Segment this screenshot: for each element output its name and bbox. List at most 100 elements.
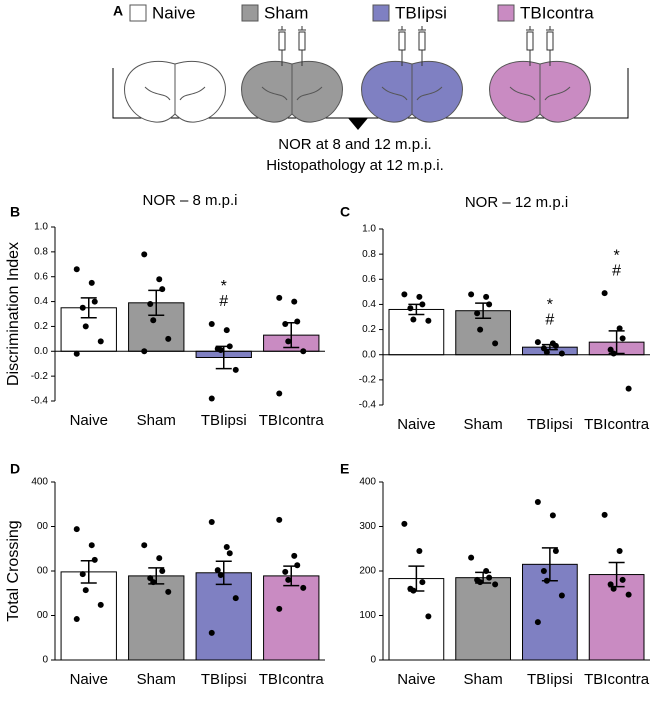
- legend-swatch: [372, 4, 390, 22]
- bar: [128, 575, 185, 661]
- data-point: [300, 584, 307, 591]
- panel-label: E: [340, 461, 349, 477]
- note: NOR at 8 and 12 m.p.i.: [278, 136, 431, 153]
- data-point: [483, 568, 490, 574]
- data-point: [159, 568, 166, 574]
- bar: [455, 577, 511, 661]
- data-point: [217, 572, 224, 579]
- legend-label: TBIipsi: [395, 3, 447, 22]
- legend-swatch: [241, 4, 259, 22]
- data-point: [79, 304, 86, 311]
- data-point: [468, 554, 475, 561]
- y-tick-label: 0.4: [362, 299, 376, 310]
- data-point: [97, 338, 104, 345]
- data-point: [486, 574, 493, 581]
- significance: *: [614, 247, 620, 264]
- data-point: [226, 343, 233, 350]
- data-point: [282, 320, 289, 327]
- significance: *: [547, 296, 553, 313]
- data-point: [534, 339, 541, 346]
- x-tick-label: Sham: [464, 416, 503, 433]
- data-point: [88, 542, 95, 549]
- data-point: [165, 588, 172, 595]
- brain-midline: [509, 64, 571, 114]
- data-point: [226, 550, 233, 557]
- y-tick-label: 100: [359, 610, 376, 621]
- data-point: [549, 512, 556, 519]
- bracket: [112, 68, 629, 119]
- y-tick-label: 0: [42, 655, 48, 666]
- y-tick-label: 0.8: [34, 246, 48, 257]
- data-point: [419, 579, 426, 586]
- y-tick-label: 300: [359, 521, 376, 532]
- data-point: [223, 327, 230, 334]
- y-tick-label: 0.6: [34, 271, 48, 282]
- x-tick-label: TBIipsi: [201, 412, 247, 429]
- y-tick-label: 0.2: [362, 324, 376, 335]
- y-tick-label: -0.2: [359, 374, 377, 385]
- y-tick-label: 00: [37, 566, 49, 577]
- data-point: [534, 619, 541, 626]
- data-point: [416, 547, 423, 554]
- y-axis-label: Total Crossing: [5, 520, 22, 621]
- data-point: [291, 298, 298, 305]
- panel-label: C: [340, 204, 350, 220]
- x-tick-label: TBIcontra: [259, 671, 325, 688]
- note: Histopathology at 12 m.p.i.: [266, 157, 444, 174]
- data-point: [616, 547, 623, 554]
- data-point: [474, 310, 481, 317]
- syringe: [526, 31, 534, 51]
- data-point: [601, 511, 608, 518]
- data-point: [543, 349, 550, 356]
- data-point: [82, 323, 89, 330]
- significance: #: [219, 293, 228, 310]
- bar: [588, 574, 645, 661]
- x-tick-label: TBIipsi: [527, 416, 573, 433]
- x-tick-label: Naive: [397, 416, 435, 433]
- data-point: [232, 366, 239, 373]
- legend-label: TBIcontra: [520, 3, 594, 22]
- data-point: [73, 526, 80, 533]
- data-point: [276, 390, 283, 397]
- syringe-needle: [398, 26, 406, 66]
- legend-label: Sham: [264, 3, 308, 22]
- syringe-needle: [526, 26, 534, 66]
- brain-midline: [261, 64, 323, 114]
- y-tick-label: -0.2: [31, 371, 49, 382]
- data-point: [91, 298, 98, 305]
- data-point: [477, 579, 484, 586]
- syringe: [278, 31, 286, 51]
- data-point: [97, 601, 104, 608]
- chart-title: NOR – 8 m.p.i: [142, 192, 237, 209]
- x-tick-label: TBIcontra: [584, 671, 650, 688]
- brain: [241, 26, 343, 123]
- data-point: [285, 576, 292, 583]
- data-point: [601, 290, 608, 297]
- data-point: [223, 543, 230, 550]
- x-tick-label: Sham: [464, 671, 503, 688]
- data-point: [425, 317, 432, 324]
- data-point: [492, 581, 499, 588]
- error-bar: [215, 560, 232, 586]
- panel-label: B: [10, 204, 20, 220]
- data-point: [294, 318, 301, 325]
- data-point: [416, 293, 423, 300]
- y-tick-label: -0.4: [359, 400, 377, 411]
- data-point: [486, 301, 493, 308]
- y-axis-label: Discrimination Index: [5, 242, 22, 386]
- data-point: [282, 568, 289, 575]
- x-tick-label: Naive: [70, 671, 108, 688]
- data-point: [410, 316, 417, 323]
- data-point: [492, 340, 499, 347]
- syringe: [418, 31, 426, 51]
- data-point: [477, 326, 484, 333]
- y-tick-label: 0.6: [362, 274, 376, 285]
- data-point: [616, 325, 623, 332]
- data-point: [73, 350, 80, 357]
- y-tick-label: 0.4: [34, 296, 48, 307]
- data-point: [401, 291, 408, 298]
- data-point: [82, 587, 89, 594]
- data-point: [552, 342, 559, 349]
- y-tick-label: 0.8: [362, 249, 376, 260]
